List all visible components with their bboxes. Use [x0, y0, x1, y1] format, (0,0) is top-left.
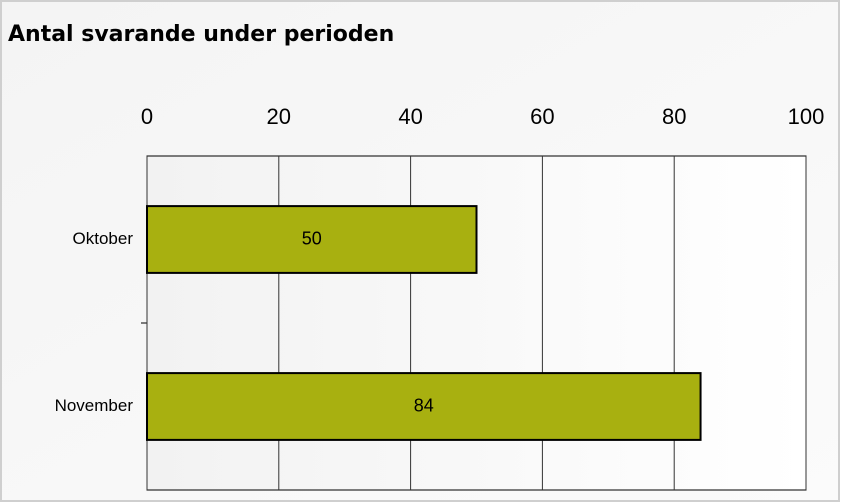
x-tick-label: 100 — [788, 104, 825, 129]
x-tick-label: 0 — [141, 104, 153, 129]
value-label: 50 — [302, 228, 322, 248]
x-tick-label: 80 — [662, 104, 686, 129]
bar — [146, 205, 478, 274]
chart-title: Antal svarande under perioden — [8, 22, 394, 47]
bar — [146, 372, 702, 441]
y-tick-label: Oktober — [73, 229, 134, 248]
x-tick-label: 40 — [398, 104, 422, 129]
value-label: 84 — [414, 395, 434, 415]
x-tick-label: 20 — [267, 104, 291, 129]
x-tick-label: 60 — [530, 104, 554, 129]
y-tick-label: November — [55, 396, 134, 415]
